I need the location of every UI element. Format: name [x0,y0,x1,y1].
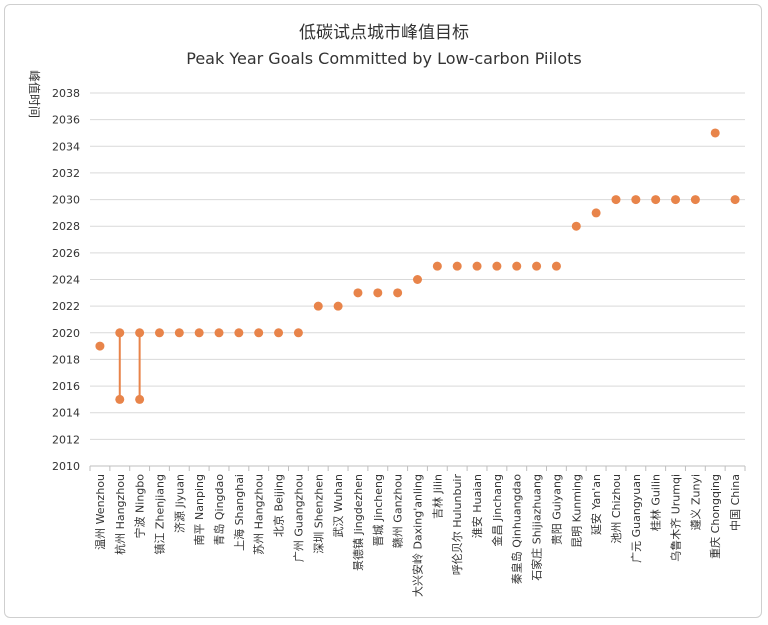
x-tick-label: 济源 Jiyuan [172,474,186,533]
chart-frame [4,4,762,618]
data-point [710,128,720,138]
data-point [95,341,105,351]
range-lines [118,332,141,400]
y-tick-label: 2022 [52,300,80,313]
data-point [512,261,522,271]
y-tick-label: 2028 [52,220,80,233]
x-tick-label: 秦皇岛 Qinhuangdao [510,474,524,585]
grid-layer [90,92,745,440]
x-tick-label: 广州 Guangzhou [292,474,305,562]
y-tick-label: 2032 [52,167,80,180]
y-tick-label: 2038 [52,87,80,100]
data-point [115,328,125,338]
data-point [671,195,681,205]
x-tick-label: 石家庄 Shijiazhuang [530,474,544,581]
x-tick-label: 广元 Guangyuan [630,474,643,563]
data-point [492,261,502,271]
data-point [373,288,383,298]
y-tick-label: 2020 [52,327,80,340]
data-point [730,195,740,205]
data-point [174,328,184,338]
x-tick-label: 赣州 Ganzhou [391,474,405,548]
data-point [293,328,303,338]
x-tick-label: 温州 Wenzhou [94,474,107,550]
x-tick-label: 中国 China [729,474,742,531]
x-tick-label: 深圳 Shenzhen [312,474,325,554]
data-point [472,261,482,271]
x-tick-label: 遵义 Zunyi [688,474,702,531]
data-point [135,328,145,338]
data-point [313,301,323,311]
x-tick-label: 大兴安岭 Daxing'anling [411,474,425,597]
data-point [571,221,581,231]
data-point [631,195,641,205]
data-point [154,328,164,338]
data-point [353,288,363,298]
y-tick-labels: 2010 2012 2014 2016 2018 2020 2022 2024 2026 2028… [52,87,80,473]
x-tick-labels: 温州 Wenzhou 杭州 Hangzhou 宁波 Ningbo 镇江 Zhenjia… [94,474,742,597]
chart-subtitle: Peak Year Goals Committed by Low-carbon … [186,49,581,68]
x-tick-label: 北京 Beijing [272,474,286,537]
x-tick-label: 南平 Nanping [193,474,206,545]
data-point [452,261,462,271]
x-tick-label: 吉林 Jilin [430,474,444,519]
y-tick-label: 2024 [52,274,80,287]
y-tick-label: 2014 [52,407,80,420]
x-tick-label: 重庆 Chongqing [708,474,722,559]
data-point [432,261,442,271]
y-tick-label: 2034 [52,140,80,153]
data-point-low [115,394,125,404]
data-point [690,195,700,205]
y-tick-label: 2026 [52,247,80,260]
x-tick-label: 宁波 Ningbo [133,474,147,539]
data-point [194,328,204,338]
x-tick-label: 苏州 Hangzhou [253,474,266,555]
data-point [333,301,343,311]
y-tick-label: 2036 [52,114,80,127]
y-tick-label: 2018 [52,353,80,366]
data-point [651,195,661,205]
data-points [95,128,740,404]
x-tick-label: 池州 Chizhou [610,474,623,544]
data-point [234,328,244,338]
data-point [591,208,601,218]
x-tick-label: 上海 Shanghai [232,474,246,551]
data-point [611,195,621,205]
data-point [532,261,542,271]
data-point-low [135,394,145,404]
y-tick-label: 2012 [52,433,80,446]
x-tick-label: 景德镇 Jingdezhen [351,474,365,571]
x-tick-label: 昆明 Kunming [570,474,583,548]
data-point [274,328,284,338]
x-tick-label: 青岛 Qingdao [212,474,226,546]
data-point [551,261,561,271]
x-tick-label: 乌鲁木齐 Urumqi [669,474,683,562]
y-axis-label: 峰值时间 [27,70,42,118]
x-tick-label: 金昌 Jinchang [490,474,504,546]
x-tick-label: 武汉 Wuhan [332,474,345,538]
x-tick-label: 淮安 Huaian [470,474,484,538]
chart-title: 低碳试点城市峰值目标 [299,23,469,43]
x-tick-label: 贵阳 Guiyang [550,474,563,545]
data-point [413,275,422,284]
x-tick-label: 晋城 Jincheng [372,474,385,547]
x-tick-label: 杭州 Hangzhou [113,474,127,555]
x-tick-label: 镇江 Zhenjiang [152,474,166,555]
y-tick-label: 2016 [52,380,80,393]
data-point [393,288,403,298]
x-tick-label: 桂林 Guilin [649,474,663,531]
data-point [214,328,224,338]
data-point [254,328,264,338]
x-tick-label: 延安 Yan'an [589,474,603,535]
axis-layer [89,465,746,471]
y-tick-label: 2010 [52,460,80,473]
x-tick-label: 呼伦贝尔 Hulunbuir [450,474,464,576]
y-tick-label: 2030 [52,194,80,207]
